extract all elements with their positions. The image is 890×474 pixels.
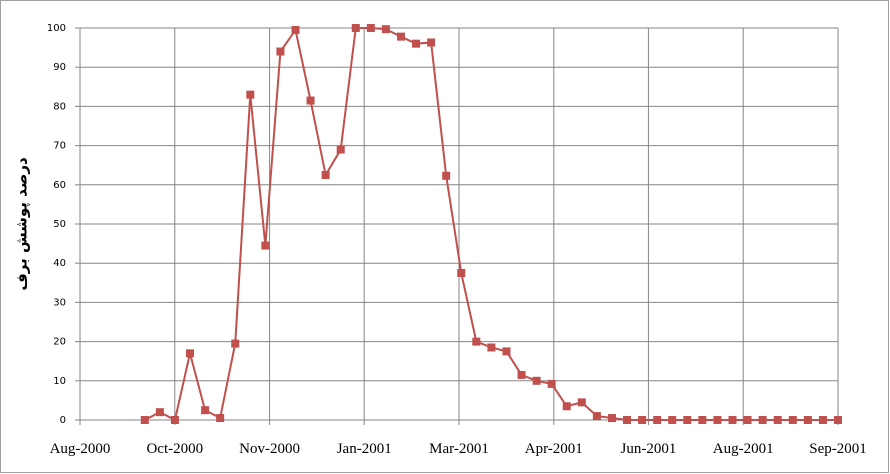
data-point [336,145,345,154]
data-point [427,38,436,47]
y-tick-label: 100 [47,23,66,34]
data-point [396,32,405,41]
x-tick-label: Aug-2001 [713,441,774,457]
data-point [788,416,797,424]
data-point [170,416,179,424]
data-point [653,416,662,424]
data-point [321,171,330,179]
x-tick-label: Apr-2001 [525,441,583,457]
data-point [592,412,601,421]
x-tick-label: Jun-2001 [621,441,677,457]
data-point [698,416,707,424]
y-tick-label: 0 [60,415,66,426]
data-point [638,416,647,424]
data-point [668,416,677,424]
data-point [818,416,827,424]
y-tick-label: 60 [53,180,66,191]
data-point [758,416,767,424]
data-point [547,379,556,388]
data-point [728,416,737,424]
data-point [532,376,541,385]
x-tick-label: Aug-2000 [50,441,111,457]
data-point [276,47,285,56]
y-tick-label: 10 [53,376,66,387]
data-point [412,39,421,48]
y-axis-label: درصد پوشش برف [13,157,32,291]
data-point [803,416,812,424]
data-point [577,398,586,407]
data-point [381,25,390,34]
data-point [607,414,616,423]
data-point [683,416,692,424]
data-point [155,408,164,417]
data-point [487,343,496,352]
data-point [291,25,300,34]
data-point [231,339,240,348]
data-point [562,402,571,411]
data-point [834,416,842,424]
y-tick-label: 70 [53,141,66,152]
y-tick-label: 50 [53,219,66,230]
y-tick-label: 20 [53,337,66,348]
x-tick-label: Nov-2000 [239,441,300,457]
data-point [517,370,526,379]
data-point [457,269,466,277]
x-tick-label: Mar-2001 [429,441,489,457]
data-point [743,416,752,424]
y-tick-label: 40 [53,258,66,269]
data-point [442,171,451,180]
data-point [216,414,225,423]
y-tick-label: 30 [53,297,66,308]
data-point [502,347,511,356]
x-tick-label: Oct-2000 [146,441,203,457]
data-point [261,241,270,250]
data-point [186,349,195,358]
data-point [713,416,722,424]
data-point [351,24,360,32]
y-tick-label: 80 [53,101,66,112]
data-point [140,416,149,424]
x-tick-label: Sep-2001 [809,441,867,457]
data-point [773,416,782,424]
data-point [306,96,315,105]
data-point [623,416,632,424]
data-point [472,337,481,346]
data-point [201,406,210,415]
data-point [246,90,255,99]
x-tick-label: Jan-2001 [337,441,392,457]
data-point [366,24,375,32]
y-tick-label: 90 [53,62,66,73]
